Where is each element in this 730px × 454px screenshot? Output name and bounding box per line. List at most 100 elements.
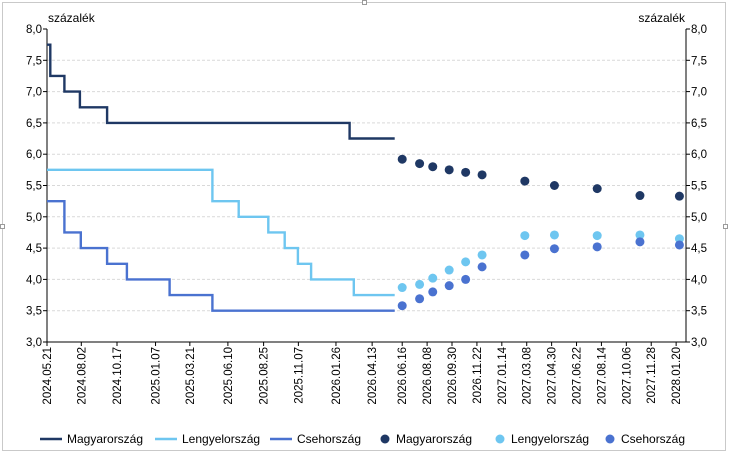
- data-point: [674, 234, 684, 244]
- data-point: [428, 273, 438, 283]
- data-point: [415, 159, 425, 169]
- legend-swatch-dot: [380, 434, 390, 444]
- y-tick-label-left: 6,5: [26, 118, 42, 130]
- data-point: [461, 167, 471, 177]
- data-point: [444, 281, 454, 291]
- y-tick-label-right: 4,5: [691, 243, 707, 255]
- x-tick-label: 2026.06.16: [397, 347, 409, 405]
- data-point: [415, 279, 425, 289]
- data-point: [635, 230, 645, 240]
- data-point: [592, 184, 602, 194]
- resize-handle-top[interactable]: [362, 0, 367, 5]
- y-tick-label-left: 4,5: [26, 243, 42, 255]
- x-tick-label: 2026.08.08: [422, 347, 434, 405]
- x-tick-label: 2024.08.02: [76, 347, 88, 405]
- x-tick-label: 2028.01.20: [671, 347, 683, 405]
- x-tick-label: 2024.10.17: [112, 347, 124, 405]
- data-point: [592, 242, 602, 252]
- data-point: [444, 165, 454, 175]
- y-tick-label-right: 5,5: [691, 181, 707, 193]
- y-tick-label-right: 4,0: [691, 274, 707, 286]
- series-line: [47, 43, 395, 140]
- data-point: [461, 257, 471, 267]
- x-tick-label: 2025.11.07: [293, 347, 305, 404]
- x-tick-label: 2026.09.30: [447, 347, 459, 405]
- data-point: [520, 250, 530, 260]
- y-tick-label-right: 3,0: [691, 337, 707, 349]
- data-point: [520, 231, 530, 241]
- legend-swatch-dot: [605, 434, 615, 444]
- y-tick-label-left: 8,0: [26, 24, 42, 36]
- x-tick-label: 2026.11.22: [472, 347, 484, 404]
- axes: [46, 29, 687, 343]
- data-point: [477, 262, 487, 272]
- x-tick-label: 2027.01.14: [497, 346, 509, 404]
- data-point: [549, 181, 559, 190]
- data-point: [415, 294, 425, 304]
- y-tick-label-left: 7,0: [26, 87, 42, 99]
- y-tick-label-left: 3,0: [26, 337, 42, 349]
- plot-area: [47, 43, 684, 312]
- legend-label: Lengyelország: [511, 432, 589, 446]
- data-point: [674, 191, 684, 201]
- x-tick-label: 2025.03.21: [185, 347, 197, 405]
- y-tick-label-right: 3,5: [691, 306, 707, 318]
- x-tick-labels: 2024.05.21 2024.08.02 2024.10.17 2025.01.07…: [42, 342, 683, 405]
- resize-handle-right[interactable]: [723, 224, 728, 229]
- y-tick-label-right: 8,0: [691, 24, 707, 36]
- series-line: [47, 168, 395, 297]
- data-point: [635, 191, 645, 201]
- data-point: [461, 274, 471, 284]
- data-point: [397, 154, 407, 164]
- legend-label: Lengyelország: [182, 432, 260, 446]
- y-tick-label-right: 6,5: [691, 118, 707, 130]
- data-point: [674, 240, 684, 250]
- x-tick-label: 2024.05.21: [42, 347, 54, 405]
- data-point: [428, 162, 438, 172]
- y-axis-title-right: százalék: [638, 11, 686, 25]
- series-line: [47, 200, 395, 312]
- x-tick-label: 2025.06.10: [223, 347, 235, 405]
- x-tick-label: 2025.08.25: [259, 347, 271, 405]
- data-point: [592, 231, 602, 241]
- legend-swatch-dot: [495, 434, 505, 444]
- x-tick-label: 2027.04.30: [547, 347, 559, 405]
- y-tick-label-left: 7,5: [26, 55, 42, 67]
- x-tick-label: 2026.04.13: [367, 347, 379, 405]
- y-tick-label-right: 6,0: [691, 149, 707, 161]
- x-tick-label: 2027.06.22: [572, 347, 584, 405]
- y-tick-label-left: 3,5: [26, 306, 42, 318]
- y-tick-label-left: 5,0: [26, 212, 42, 224]
- y-tick-label-right: 5,0: [691, 212, 707, 224]
- x-tick-label: 2025.01.07: [151, 347, 163, 405]
- x-tick-label: 2027.10.06: [621, 347, 633, 405]
- y-tick-labels-right: 3,0 3,5 4,0 4,5 5,0 5,5 6,0 6,5 7,0 7,5 8,0: [691, 24, 707, 349]
- x-tick-label: 2026.01.26: [331, 347, 343, 405]
- legend-label: Magyarország: [396, 432, 472, 446]
- legend: Magyarország Lengyelország Csehország Magya…: [40, 432, 685, 446]
- y-tick-labels-left: 3,0 3,5 4,0 4,5 5,0 5,5 6,0 6,5 7,0 7,5 8,0: [26, 24, 42, 349]
- data-point: [444, 265, 454, 275]
- data-point: [428, 287, 438, 297]
- data-point: [520, 176, 530, 186]
- x-tick-label: 2027.11.28: [646, 347, 658, 404]
- y-tick-label-right: 7,0: [691, 87, 707, 99]
- data-point: [635, 237, 645, 247]
- legend-label: Csehország: [621, 432, 685, 446]
- y-tick-label-right: 7,5: [691, 55, 707, 67]
- data-point: [397, 283, 407, 293]
- y-tick-label-left: 5,5: [26, 181, 42, 193]
- data-point: [477, 170, 487, 180]
- resize-handle-left[interactable]: [0, 224, 5, 229]
- y-tick-label-left: 4,0: [26, 274, 42, 286]
- x-tick-label: 2027.03.08: [522, 347, 534, 405]
- y-axis-title-left: százalék: [48, 11, 96, 25]
- data-point: [397, 301, 407, 311]
- y-tick-label-left: 6,0: [26, 149, 42, 161]
- x-tick-label: 2027.08.14: [596, 346, 608, 404]
- data-point: [549, 244, 559, 254]
- legend-label: Magyarország: [67, 432, 143, 446]
- data-point: [549, 230, 559, 240]
- data-point: [477, 250, 487, 260]
